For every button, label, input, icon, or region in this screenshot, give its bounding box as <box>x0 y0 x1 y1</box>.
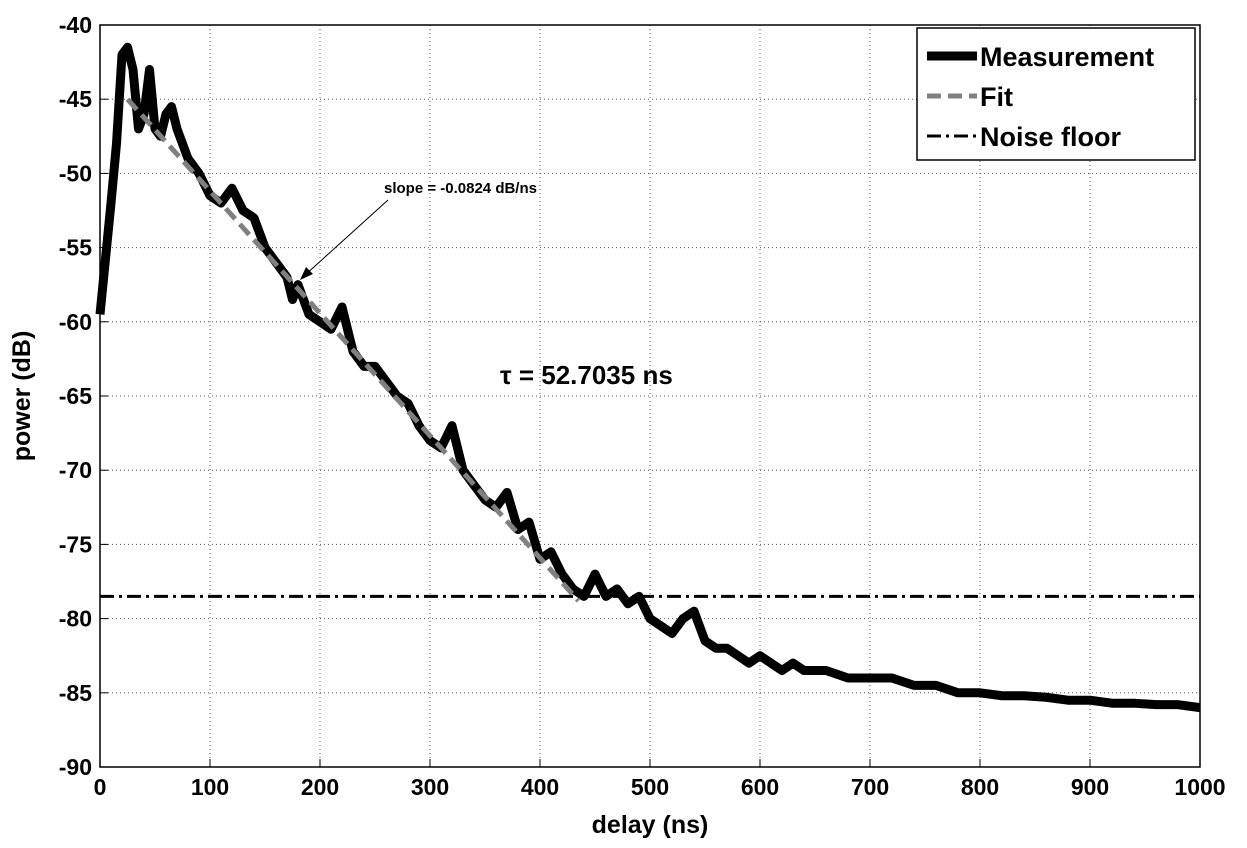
y-tick-label: -70 <box>59 457 92 483</box>
x-tick-label: 100 <box>191 774 229 800</box>
x-tick-label: 300 <box>411 774 449 800</box>
y-tick-label: -85 <box>59 680 92 706</box>
y-tick-label: -40 <box>59 12 92 38</box>
x-axis-label: delay (ns) <box>592 811 709 839</box>
y-axis-label: power (dB) <box>8 331 36 462</box>
annotation: slope = -0.0824 dB/ns <box>384 180 537 197</box>
y-tick-label: -90 <box>59 754 92 780</box>
x-tick-label: 600 <box>741 774 779 800</box>
y-tick-label: -45 <box>59 86 92 112</box>
x-tick-label: 800 <box>961 774 999 800</box>
x-tick-label: 700 <box>851 774 889 800</box>
x-tick-label: 400 <box>521 774 559 800</box>
x-tick-label: 500 <box>631 774 669 800</box>
legend-label: Noise floor <box>980 122 1122 152</box>
legend-label: Fit <box>980 82 1013 112</box>
y-tick-label: -80 <box>59 606 92 632</box>
y-tick-label: -55 <box>59 235 92 261</box>
series-line <box>95 42 1201 713</box>
annotation: τ = 52.7035 ns <box>500 360 673 390</box>
y-tick-label: -60 <box>59 309 92 335</box>
x-tick-label: 200 <box>301 774 339 800</box>
plot-frame <box>99 24 1201 768</box>
x-tick-label: 0 <box>94 774 107 800</box>
y-tick-label: -75 <box>59 531 92 557</box>
legend-box <box>916 27 1196 161</box>
annotation-arrow <box>303 199 389 277</box>
x-tick-label: 1000 <box>1174 774 1225 800</box>
annotation-arrowhead <box>300 267 313 280</box>
x-tick-label: 900 <box>1071 774 1109 800</box>
y-tick-label: -65 <box>59 383 92 409</box>
series-line <box>125 97 581 603</box>
y-tick-label: -50 <box>59 160 92 186</box>
legend-label: Measurement <box>980 42 1154 72</box>
